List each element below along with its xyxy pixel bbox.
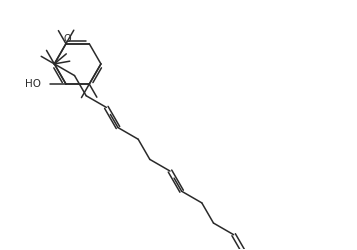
Text: HO: HO [25, 79, 41, 89]
Text: O: O [64, 34, 71, 43]
